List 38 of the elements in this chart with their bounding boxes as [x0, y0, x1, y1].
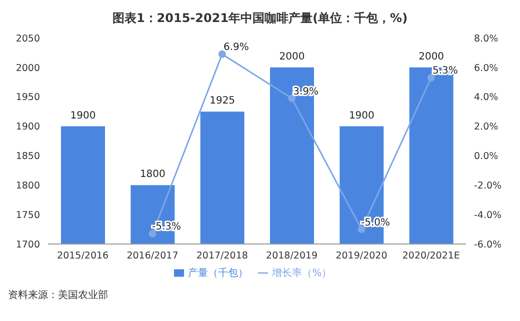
point [358, 226, 366, 234]
x-tick-label: 2017/2018 [196, 250, 248, 262]
x-tick-label: 2016/2017 [126, 250, 178, 262]
y2-tick-label: -2.0% [474, 180, 502, 192]
data-label: 2000 [279, 51, 305, 62]
point [218, 50, 226, 58]
y2-tick-label: 6.0% [474, 62, 498, 74]
point [288, 94, 296, 102]
y-tick-label: 2050 [16, 33, 40, 44]
text: 资料来源：美国农业部 [8, 288, 109, 302]
data-label: 1900 [348, 110, 374, 122]
y-tick-label: 1800 [16, 180, 40, 192]
y-tick-label: 1700 [16, 239, 40, 250]
x-tick-label: 2018/2019 [266, 250, 318, 262]
y-tick-label: 1950 [16, 92, 40, 104]
y-tick-label: 2000 [16, 62, 40, 74]
data-label: 6.9% [223, 42, 249, 54]
y2-tick-label: 4.0% [474, 92, 498, 104]
point [148, 230, 156, 238]
y-tick-label: 1850 [16, 151, 40, 162]
y-tick-label: 1900 [16, 122, 40, 133]
legend-label: 产量（千包） [188, 268, 248, 279]
data-label: 2000 [418, 51, 444, 62]
y-tick-label: 1750 [16, 210, 40, 221]
data-label: 1925 [210, 96, 236, 107]
chart-title: 图表1：2015-2021年中国咖啡产量(单位：千包，%) [111, 10, 409, 27]
y2-tick-label: -6.0% [474, 239, 502, 250]
point [427, 74, 435, 82]
y2-tick-label: 8.0% [474, 33, 498, 44]
y2-tick-label: -4.0% [474, 210, 502, 221]
x-tick-label: 2015/2016 [57, 250, 109, 262]
y2-tick-label: 0.0% [474, 151, 498, 162]
data-label: 1900 [70, 110, 96, 122]
data-label: 1800 [140, 169, 166, 180]
legend-label: 增长率（%） [272, 268, 332, 279]
x-tick-label: 2019/2020 [336, 250, 388, 262]
x-tick-label: 2020/2021E [402, 250, 460, 262]
y2-tick-label: 2.0% [474, 122, 498, 133]
